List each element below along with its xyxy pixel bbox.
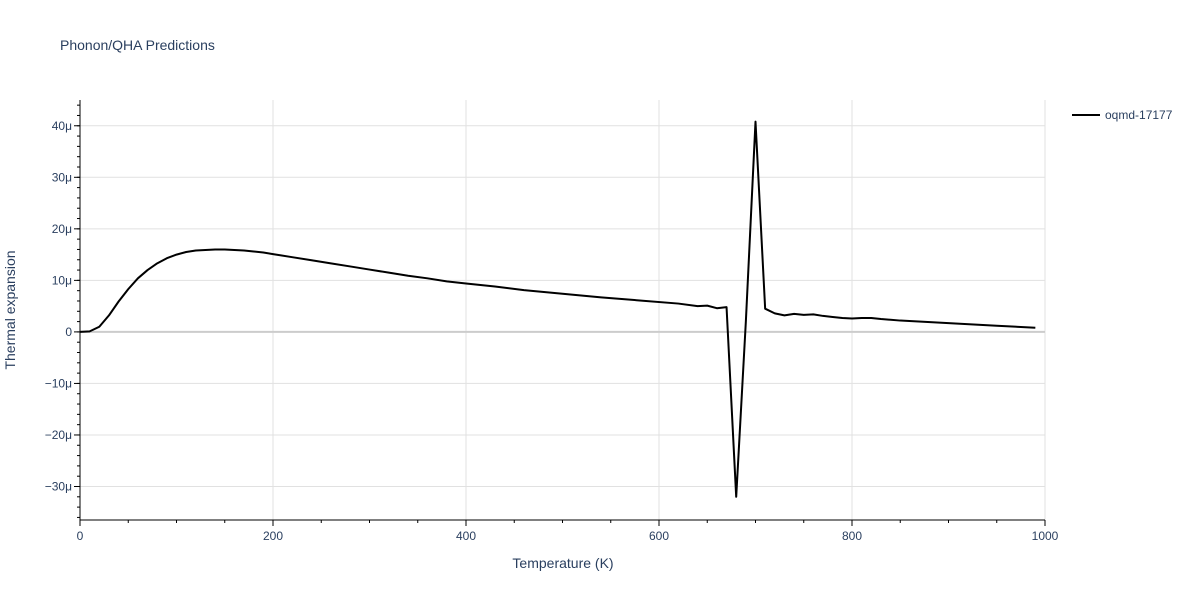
- x-tick-label: 200: [263, 529, 283, 543]
- y-tick-label: 20μ: [52, 222, 72, 236]
- x-tick-label: 600: [649, 529, 669, 543]
- x-tick-label: 400: [456, 529, 476, 543]
- y-axis-title: Thermal expansion: [2, 250, 18, 369]
- y-tick-label: 0: [65, 325, 72, 339]
- axes: 0 200 400 600 800 1000 −30μ −20μ −10μ 0 10μ 20μ 30μ 4…: [45, 100, 1059, 543]
- x-axis-title: Temperature (K): [512, 555, 613, 571]
- series-group: [79, 120, 1036, 498]
- y-tick-label: −10μ: [45, 376, 72, 390]
- y-tick-label: 30μ: [52, 170, 72, 184]
- chart-title: Phonon/QHA Predictions: [60, 37, 215, 53]
- y-tick-label: 40μ: [52, 119, 72, 133]
- y-tick-label: −30μ: [45, 480, 72, 494]
- y-tick-label: −20μ: [45, 428, 72, 442]
- x-tick-label: 0: [77, 529, 84, 543]
- x-tick-label: 1000: [1032, 529, 1059, 543]
- legend-label: oqmd-17177: [1105, 108, 1173, 122]
- y-tick-label: 10μ: [52, 273, 72, 287]
- series-line: [79, 120, 1036, 498]
- legend[interactable]: oqmd-17177: [1072, 108, 1173, 122]
- x-tick-label: 800: [842, 529, 862, 543]
- grid: [80, 100, 1046, 520]
